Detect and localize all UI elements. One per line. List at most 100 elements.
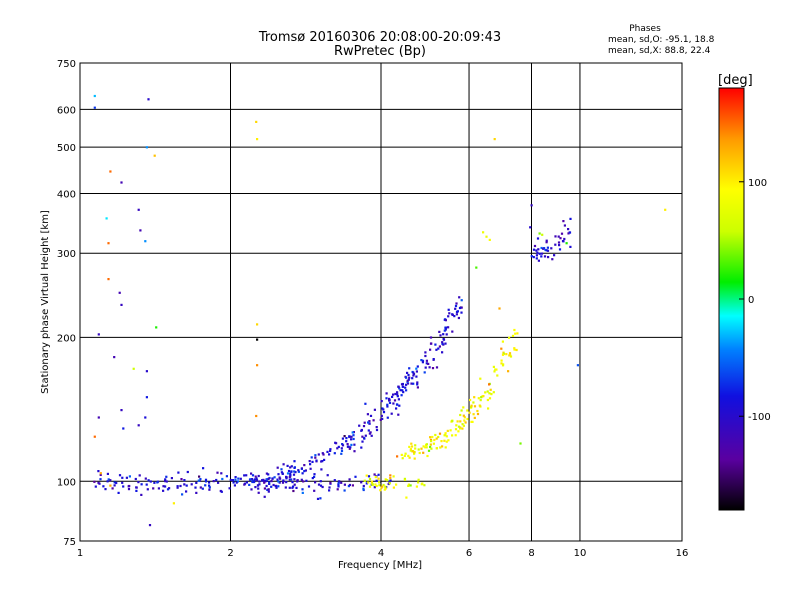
data-point: [454, 307, 457, 310]
data-point: [144, 477, 147, 480]
data-point: [421, 359, 425, 362]
data-point: [113, 356, 116, 359]
data-point: [122, 427, 125, 430]
data-point: [297, 469, 300, 472]
y-tick-label: 75: [63, 537, 76, 548]
data-point: [190, 483, 193, 486]
data-point: [351, 484, 354, 487]
data-point: [317, 453, 320, 456]
data-point: [293, 470, 296, 473]
data-point: [567, 232, 570, 235]
data-point: [301, 472, 304, 475]
data-point: [367, 481, 370, 484]
y-axis-ticks: 75 100 200 300 400 500 600 750: [57, 59, 76, 548]
data-point: [111, 487, 114, 490]
colorbar-ticks: 100 0 -100: [739, 178, 771, 423]
data-point: [437, 435, 440, 439]
data-point: [288, 478, 291, 481]
data-point: [333, 452, 336, 455]
data-point: [486, 390, 489, 393]
data-point: [121, 476, 124, 479]
data-point: [265, 479, 268, 482]
data-point: [243, 483, 246, 486]
data-point: [341, 443, 344, 446]
data-point: [270, 480, 273, 483]
data-point: [204, 480, 208, 483]
data-point: [309, 463, 312, 466]
data-point: [442, 338, 446, 341]
data-point: [459, 427, 462, 430]
data-point: [220, 472, 223, 475]
data-point: [256, 364, 259, 367]
data-point: [561, 240, 565, 243]
data-point: [319, 484, 323, 487]
colorbar-label: [deg]: [718, 73, 753, 88]
data-point: [118, 291, 121, 294]
data-point: [367, 475, 371, 478]
data-point: [127, 488, 131, 491]
data-point: [109, 170, 112, 173]
y-tick-label: 400: [57, 189, 76, 200]
data-point: [377, 473, 380, 476]
data-point: [360, 428, 363, 432]
data-point: [389, 479, 392, 482]
data-point: [407, 378, 410, 381]
data-point: [245, 474, 248, 477]
data-point: [404, 386, 407, 389]
data-point: [118, 474, 122, 477]
data-point: [563, 237, 566, 241]
data-point: [263, 487, 266, 490]
data-point: [194, 486, 197, 489]
data-point: [362, 425, 366, 428]
data-point: [201, 487, 204, 490]
data-point: [144, 240, 147, 243]
data-point: [396, 455, 399, 458]
data-point: [369, 414, 373, 417]
data-point: [255, 477, 258, 480]
data-point: [500, 347, 503, 350]
data-point: [563, 224, 566, 227]
data-point: [375, 426, 378, 429]
data-point: [282, 463, 285, 466]
data-point: [392, 486, 395, 489]
data-point: [476, 412, 480, 416]
data-point: [384, 478, 387, 481]
x-tick-label: 16: [676, 548, 689, 559]
data-point: [384, 487, 387, 490]
data-point: [288, 475, 291, 479]
data-point: [460, 409, 463, 412]
data-point: [313, 473, 316, 476]
data-point: [162, 485, 165, 488]
data-point: [353, 443, 356, 446]
data-point: [271, 477, 274, 480]
data-point: [405, 376, 408, 379]
data-point: [559, 237, 562, 240]
data-point: [176, 486, 179, 489]
data-point: [138, 474, 141, 477]
x-axis-ticks: 1 2 4 6 8 10 16: [77, 548, 689, 559]
data-point: [435, 447, 438, 450]
data-point: [319, 480, 322, 483]
data-point: [409, 448, 412, 451]
data-point: [456, 310, 459, 313]
data-point: [412, 374, 415, 377]
data-point: [104, 488, 107, 491]
data-point: [386, 403, 389, 406]
data-point: [407, 483, 410, 486]
data-point: [576, 364, 579, 367]
data-point: [121, 481, 124, 484]
data-point: [489, 388, 492, 391]
data-point: [540, 252, 544, 255]
data-point: [313, 475, 316, 478]
data-point: [137, 481, 140, 484]
data-point: [340, 447, 343, 450]
data-point: [488, 392, 491, 395]
data-point: [256, 138, 259, 141]
data-point: [487, 407, 490, 410]
data-point: [275, 486, 278, 489]
data-point: [316, 497, 320, 500]
data-point: [422, 451, 425, 454]
data-point: [430, 440, 433, 443]
data-point: [386, 405, 389, 408]
data-point: [530, 255, 533, 258]
